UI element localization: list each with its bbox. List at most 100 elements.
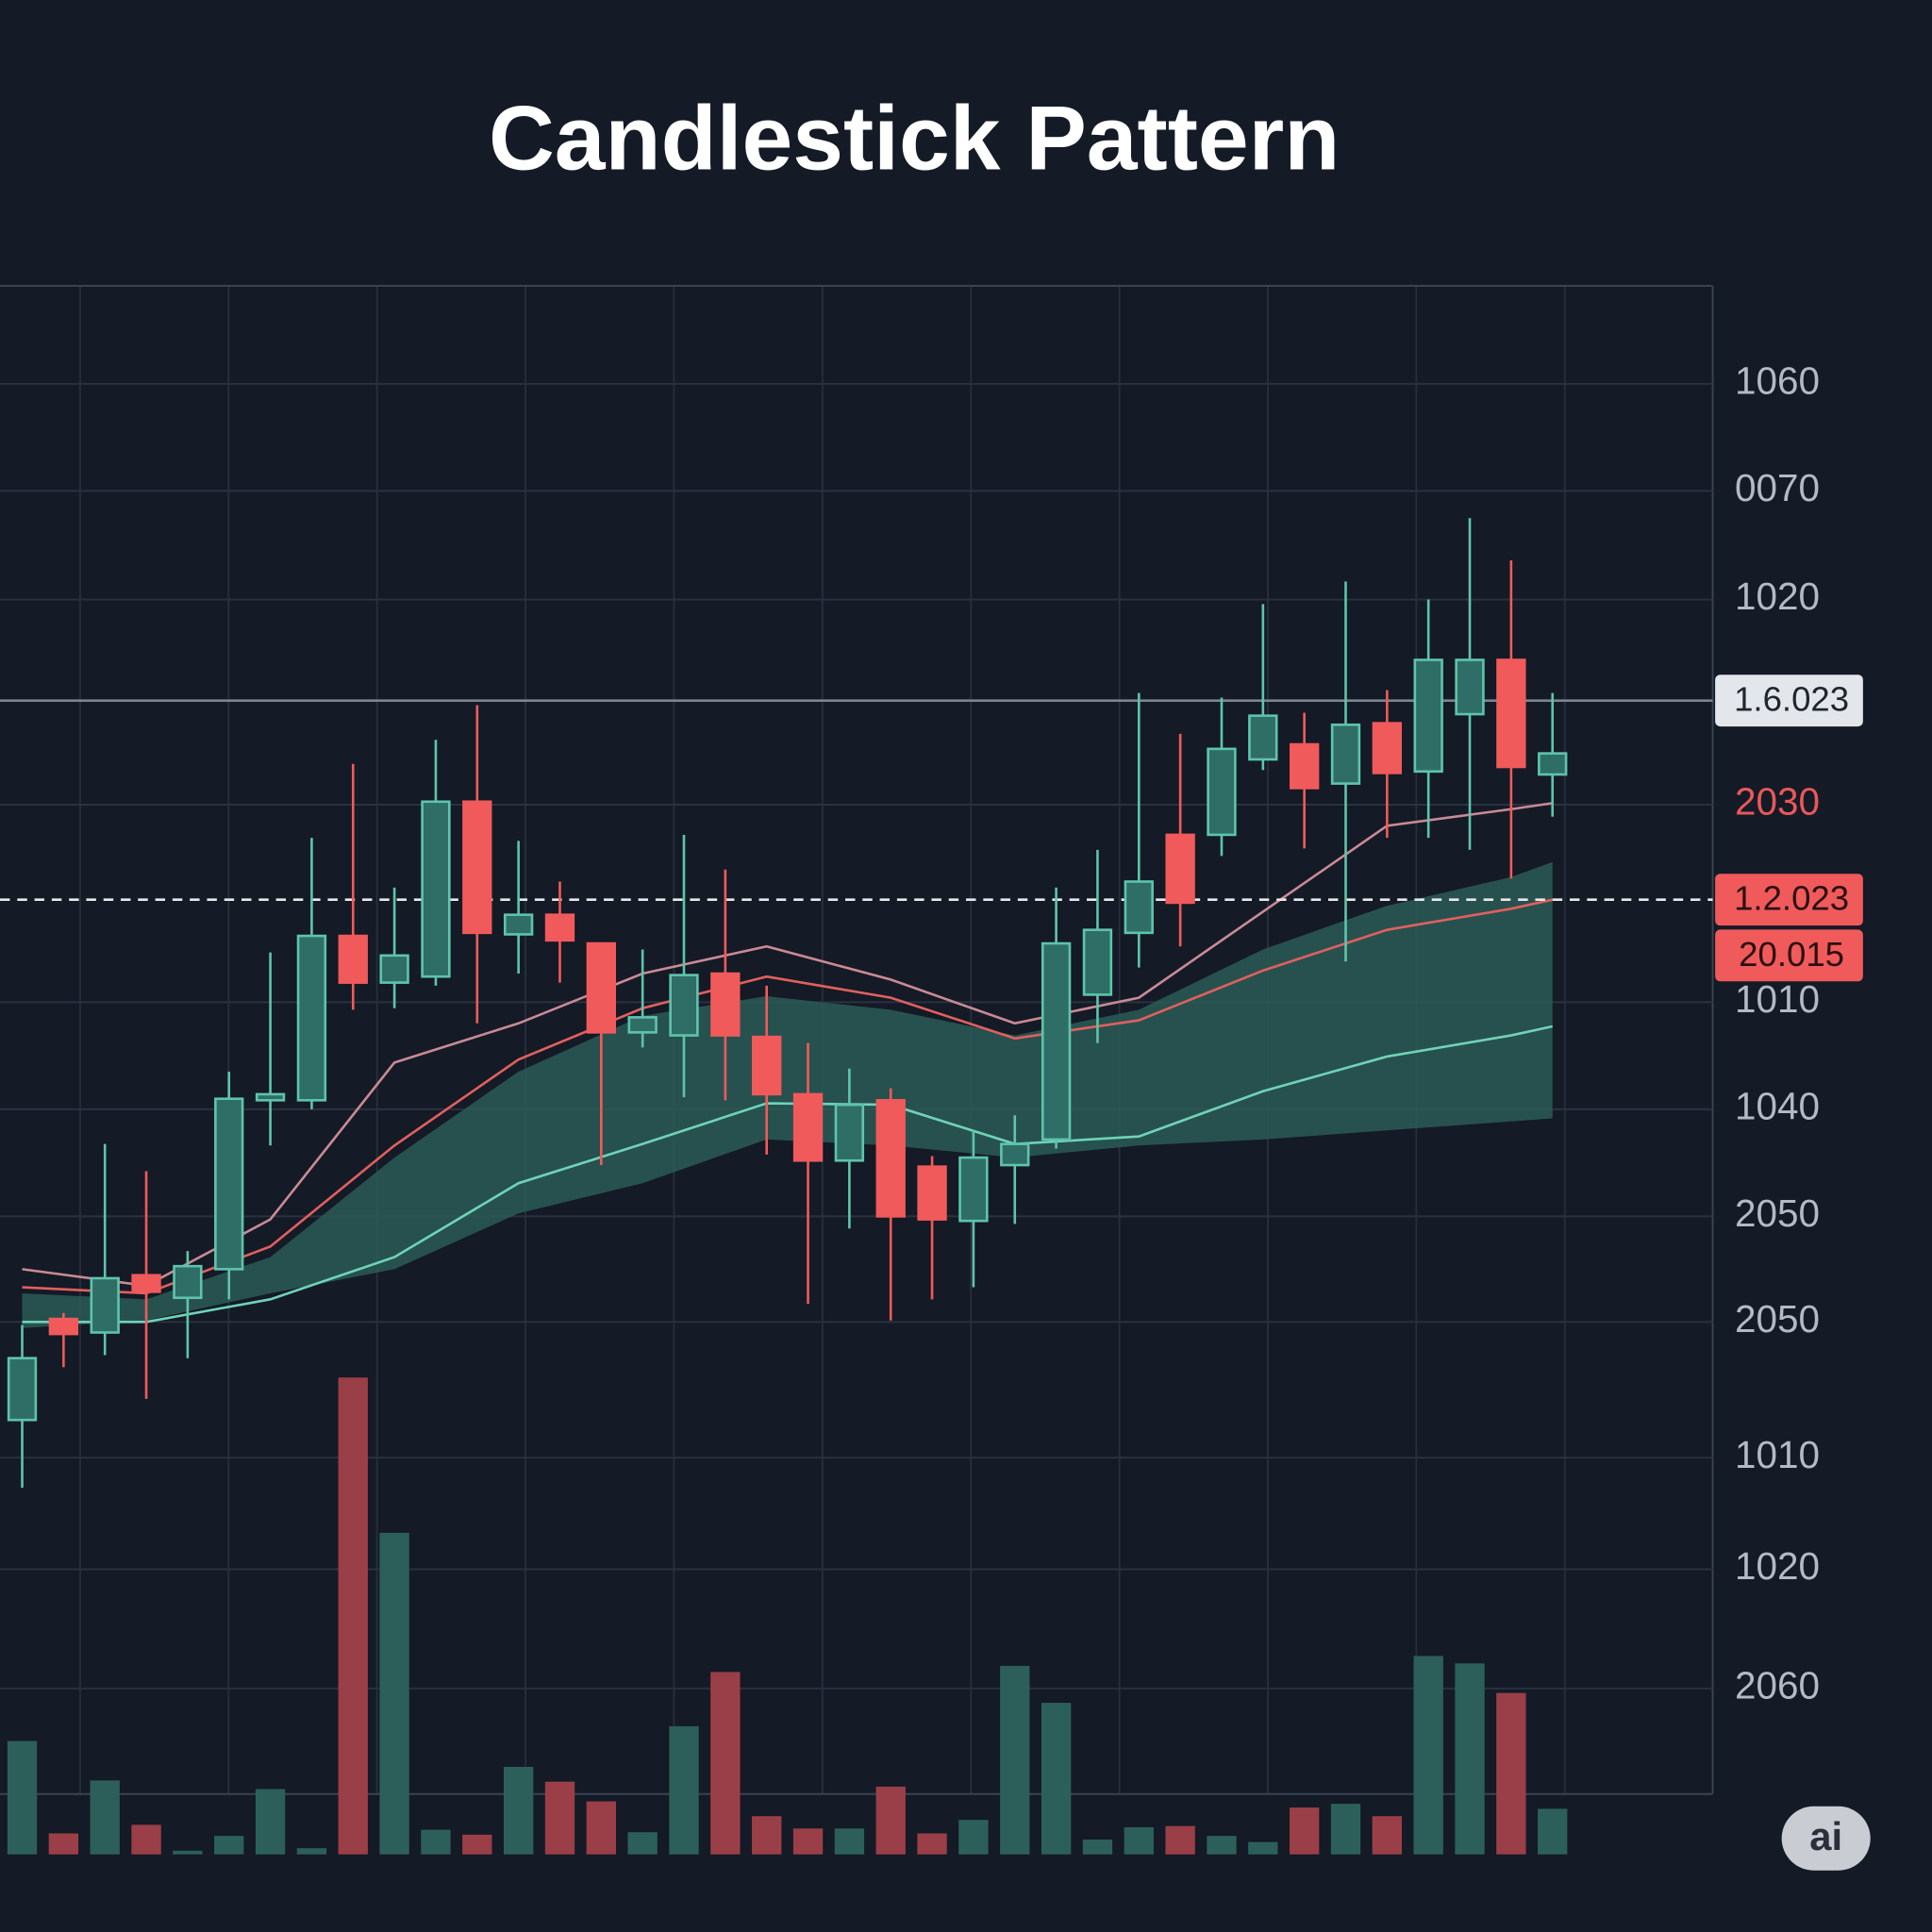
chart-title: Candlestick Pattern xyxy=(489,89,1340,190)
y-tick-label: 1010 xyxy=(1735,977,1820,1021)
volume-bar xyxy=(1124,1826,1154,1855)
volume-bar xyxy=(503,1766,534,1855)
volume-bar xyxy=(296,1848,327,1855)
y-tick-label: 2060 xyxy=(1735,1663,1820,1707)
candle-body xyxy=(1372,722,1403,774)
volume-bar xyxy=(752,1816,782,1855)
moving-average xyxy=(22,898,1553,1295)
volume-bar xyxy=(586,1801,616,1855)
volume-bar xyxy=(1041,1703,1072,1855)
candle-body xyxy=(1496,658,1526,769)
candle-body xyxy=(131,1274,161,1293)
volume-bar xyxy=(875,1786,906,1855)
volume-bar xyxy=(1496,1692,1526,1855)
candle-body xyxy=(1207,747,1237,837)
volume-bar xyxy=(379,1532,409,1855)
y-tick-label: 1040 xyxy=(1735,1085,1820,1128)
volume-bar xyxy=(7,1740,38,1855)
candle-body xyxy=(875,1099,906,1218)
candle-body xyxy=(917,1165,947,1221)
candle-body xyxy=(1165,833,1195,905)
candle-body xyxy=(834,1103,865,1162)
volume-bar xyxy=(1330,1804,1361,1855)
candle-body xyxy=(752,1035,782,1096)
volume-bar xyxy=(338,1377,368,1855)
volume-bar xyxy=(1207,1836,1237,1855)
y-tick-label: 1020 xyxy=(1735,575,1820,618)
volume-bar xyxy=(255,1789,286,1855)
price-badge-label: 1.2.023 xyxy=(1734,879,1849,918)
candle-body xyxy=(627,1016,658,1034)
candle-body xyxy=(1413,658,1443,774)
candle-body xyxy=(214,1097,244,1271)
candle-body xyxy=(421,800,451,978)
candle-body xyxy=(90,1276,120,1334)
volume-bar xyxy=(917,1833,947,1855)
candle-body xyxy=(173,1264,203,1300)
candle-body xyxy=(958,1156,989,1223)
volume-bar xyxy=(1455,1663,1485,1855)
y-tick-label: 2050 xyxy=(1735,1297,1820,1341)
moving-average xyxy=(22,1024,1553,1324)
volume-bar xyxy=(669,1725,699,1855)
volume-bar xyxy=(421,1829,451,1855)
volume-bar xyxy=(544,1781,575,1855)
y-tick-label: 1060 xyxy=(1735,359,1820,403)
volume-bar xyxy=(710,1672,741,1855)
price-badge-label: 20.015 xyxy=(1739,935,1844,974)
candle-body xyxy=(1082,928,1113,996)
candle-body xyxy=(1289,742,1320,790)
volume-bar xyxy=(1165,1825,1195,1855)
volume-bar xyxy=(1248,1841,1278,1855)
price-badge xyxy=(1715,675,1863,727)
volume-bar xyxy=(90,1780,120,1855)
candle-body xyxy=(1538,752,1568,776)
price-badge-label: 1.6.023 xyxy=(1734,680,1849,719)
candle-body xyxy=(255,1092,286,1102)
volume-bar xyxy=(1413,1656,1443,1855)
candle-body xyxy=(1248,714,1278,761)
y-tick-label: 2030 xyxy=(1735,780,1820,824)
volume-bar xyxy=(173,1850,203,1855)
candle-body xyxy=(1041,941,1072,1141)
volume-bar xyxy=(1082,1840,1113,1855)
moving-average xyxy=(22,802,1553,1288)
candle-body xyxy=(792,1092,824,1162)
watermark: ai xyxy=(1809,1814,1842,1858)
candle-body xyxy=(503,913,534,936)
volume-bar xyxy=(1289,1807,1320,1855)
volume-bar xyxy=(792,1828,824,1855)
candle-body xyxy=(296,934,327,1102)
candle-body xyxy=(338,934,368,984)
price-badge xyxy=(1715,874,1863,926)
candle-body xyxy=(1330,723,1361,785)
candle-body xyxy=(1000,1142,1030,1167)
candle-body xyxy=(1124,880,1154,935)
candle-body xyxy=(462,800,492,935)
watermark-badge xyxy=(1781,1806,1871,1871)
candle-body xyxy=(1455,658,1485,716)
y-tick-label: 0070 xyxy=(1735,466,1820,509)
volume-bar xyxy=(48,1833,79,1855)
volume-bar xyxy=(1000,1665,1030,1855)
candle-body xyxy=(669,974,699,1037)
candle-body xyxy=(48,1317,79,1336)
y-tick-label: 1020 xyxy=(1735,1544,1820,1588)
candle-body xyxy=(379,954,409,984)
volume-bar xyxy=(834,1828,865,1855)
y-tick-label: 1010 xyxy=(1735,1433,1820,1476)
candle-body xyxy=(710,972,741,1037)
volume-bar xyxy=(1538,1808,1568,1855)
volume-bar xyxy=(958,1820,989,1855)
volume-bar xyxy=(214,1836,244,1855)
volume-bar xyxy=(627,1832,658,1855)
price-badge xyxy=(1715,929,1863,982)
band xyxy=(22,861,1553,1328)
volume-bar xyxy=(131,1824,161,1855)
candle-body xyxy=(544,913,575,942)
volume-bar xyxy=(462,1834,492,1855)
volume-bar xyxy=(1372,1816,1403,1855)
